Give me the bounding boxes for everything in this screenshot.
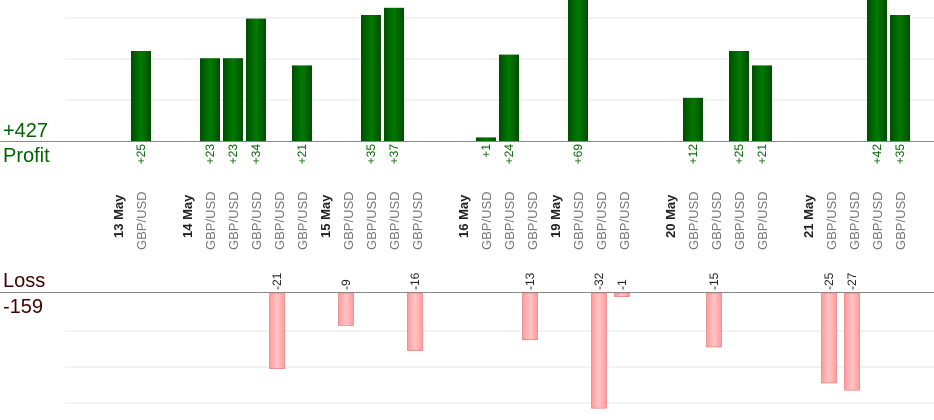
pair-label: GBP/USD [847,191,862,250]
profit-value-label: +25 [134,144,148,165]
pair-label: GBP/USD [387,191,402,250]
profit-value-label: +24 [502,144,516,165]
loss-value-label: -25 [822,272,836,290]
date-label: 19 May [548,194,563,238]
profit-value-label: +37 [387,144,401,165]
pair-label: GBP/USD [272,191,287,250]
pair-label: GBP/USD [410,191,425,250]
loss-value-label: -15 [707,272,721,290]
profit-bar [729,51,749,141]
loss-value-label: -13 [523,272,537,290]
profit-value-label: +21 [295,144,309,165]
profit-value-label: +23 [226,144,240,165]
loss-bar [706,292,722,348]
pair-label: GBP/USD [364,191,379,250]
pair-label: GBP/USD [134,191,149,250]
profit-value-label: +42 [870,144,884,165]
date-label: 14 May [180,194,195,238]
loss-bar [614,292,630,297]
profit-value-label: +35 [893,144,907,165]
pair-label: GBP/USD [203,191,218,250]
profit-bar [200,58,220,142]
loss-label: Loss [3,270,46,292]
loss-value-label: -32 [592,272,606,290]
profit-bar [361,15,381,141]
profit-bar [683,97,703,141]
pair-label: GBP/USD [594,191,609,250]
profit-value-label: +35 [364,144,378,165]
profit-value-label: +23 [203,144,217,165]
profit-bar [476,137,496,141]
profit-bar [499,54,519,141]
loss-value-label: -27 [845,272,859,290]
pair-label: GBP/USD [870,191,885,250]
profit-total: +427 [3,120,49,142]
pair-label: GBP/USD [824,191,839,250]
profit-value-label: +21 [755,144,769,165]
pair-label: GBP/USD [479,191,494,250]
loss-value-label: -16 [408,272,422,290]
loss-bar [269,292,285,369]
profit-label: Profit [3,145,50,167]
profit-bar [246,18,266,142]
date-label: 20 May [663,194,678,238]
pair-label: GBP/USD [709,191,724,250]
profit-bar [568,0,588,141]
pair-label: GBP/USD [249,191,264,250]
date-label: 21 May [801,194,816,238]
pair-label: GBP/USD [525,191,540,250]
profit-bar [223,58,243,142]
pair-label: GBP/USD [341,191,356,250]
profit-bar [292,65,312,141]
pair-label: GBP/USD [755,191,770,250]
pair-label: GBP/USD [617,191,632,250]
profit-bar [752,65,772,141]
loss-bar [844,292,860,391]
pair-label: GBP/USD [571,191,586,250]
pair-label: GBP/USD [893,191,908,250]
loss-bar [591,292,607,409]
pair-label: GBP/USD [732,191,747,250]
loss-bar [821,292,837,384]
profit-value-label: +25 [732,144,746,165]
profit-bar [890,15,910,141]
pair-label: GBP/USD [686,191,701,250]
profit-bar [867,0,887,141]
profit-value-label: +1 [479,144,493,158]
loss-value-label: -21 [270,272,284,290]
profit-value-label: +69 [571,144,585,165]
date-label: 13 May [111,194,126,238]
date-label: 15 May [318,194,333,238]
date-label: 16 May [456,194,471,238]
profit-bar [384,7,404,141]
pair-label: GBP/USD [226,191,241,250]
pair-label: GBP/USD [295,191,310,250]
pair-label: GBP/USD [502,191,517,250]
profit-bar [131,51,151,141]
loss-total: -159 [3,296,44,318]
loss-bar [407,292,423,351]
loss-value-label: -9 [339,279,353,290]
profit-value-label: +34 [249,144,263,165]
loss-bar [522,292,538,341]
profit-value-label: +12 [686,144,700,165]
loss-bar [338,292,354,326]
loss-value-label: -1 [615,279,629,290]
